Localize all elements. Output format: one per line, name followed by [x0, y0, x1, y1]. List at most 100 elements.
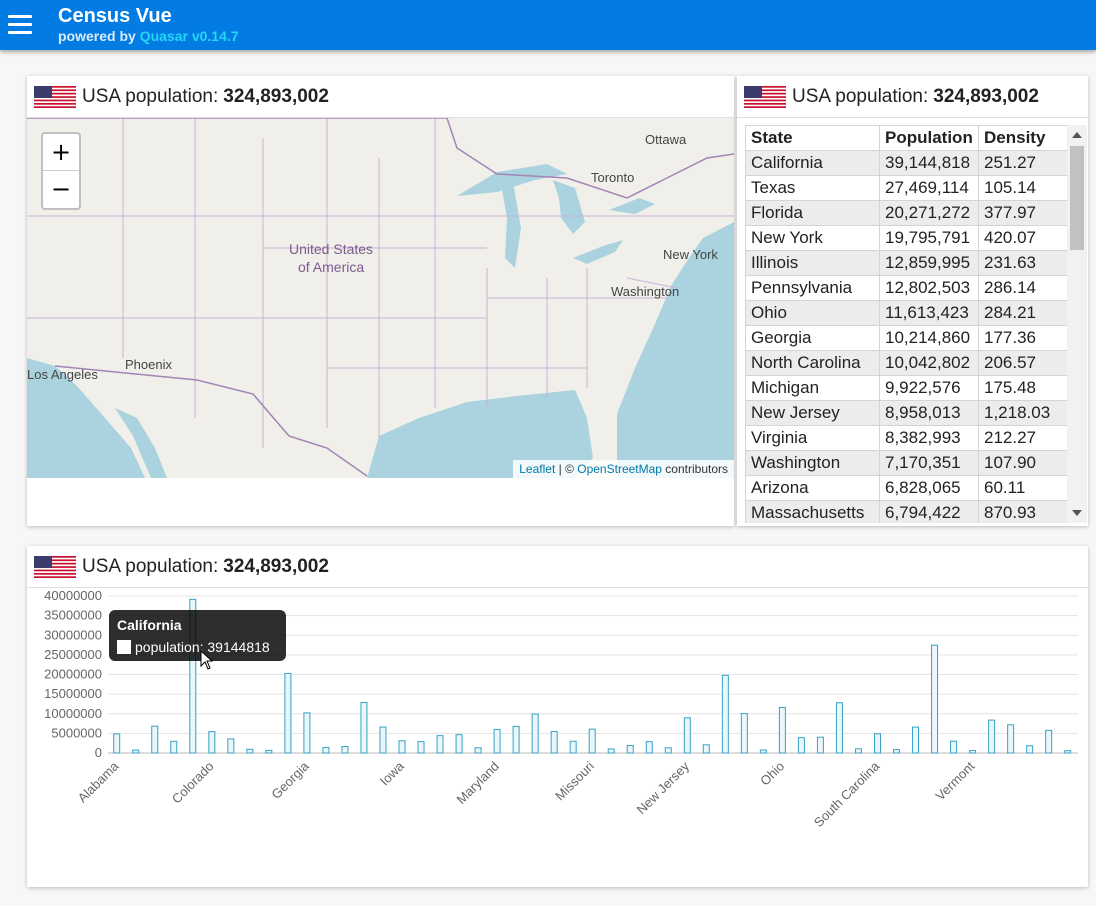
bar[interactable]	[816, 736, 824, 754]
bar[interactable]	[950, 740, 958, 754]
cell-state: Florida	[745, 200, 880, 226]
table-row[interactable]: Pennsylvania 12,802,503 286.14	[745, 275, 1071, 301]
y-tick-label: 30000000	[44, 627, 102, 642]
bar[interactable]	[797, 737, 805, 754]
bar[interactable]	[1026, 745, 1034, 754]
table-row[interactable]: New Jersey 8,958,013 1,218.03	[745, 400, 1071, 426]
y-tick-label: 10000000	[44, 706, 102, 721]
bar[interactable]	[284, 672, 292, 754]
table-scrollbar[interactable]	[1067, 125, 1087, 523]
table-row[interactable]: Texas 27,469,114 105.14	[745, 175, 1071, 201]
scroll-down-arrow-icon[interactable]	[1072, 510, 1082, 516]
table-row[interactable]: Washington 7,170,351 107.90	[745, 450, 1071, 476]
bar[interactable]	[1007, 724, 1015, 754]
x-tick-label: Colorado	[169, 759, 217, 807]
table-row[interactable]: Georgia 10,214,860 177.36	[745, 325, 1071, 351]
table-row[interactable]: Virginia 8,382,993 212.27	[745, 425, 1071, 451]
bar[interactable]	[1045, 729, 1053, 754]
bar[interactable]	[132, 749, 140, 754]
bar[interactable]	[322, 746, 330, 754]
table-row[interactable]: Massachusetts 6,794,422 870.93	[745, 500, 1071, 523]
bar[interactable]	[588, 728, 596, 754]
bar[interactable]	[531, 713, 539, 754]
bar[interactable]	[607, 748, 615, 754]
cell-state: North Carolina	[745, 350, 880, 376]
bar[interactable]	[265, 749, 273, 754]
cell-density: 60.11	[978, 475, 1071, 501]
table-row[interactable]: Ohio 11,613,423 284.21	[745, 300, 1071, 326]
cell-state: Georgia	[745, 325, 880, 351]
bar[interactable]	[474, 747, 482, 754]
table-row[interactable]: Florida 20,271,272 377.97	[745, 200, 1071, 226]
us-flag-icon	[34, 555, 76, 578]
bar[interactable]	[931, 644, 939, 754]
bar[interactable]	[246, 748, 254, 754]
app-toolbar: Census Vue powered by Quasar v0.14.7	[0, 0, 1096, 50]
bar[interactable]	[493, 728, 501, 754]
column-header-state[interactable]: State	[745, 125, 880, 151]
bar[interactable]	[569, 740, 577, 754]
bar[interactable]	[208, 731, 216, 754]
bar[interactable]	[912, 726, 920, 754]
bar[interactable]	[835, 702, 843, 754]
bar[interactable]	[626, 745, 634, 754]
map-view[interactable]: Ottawa Toronto United States of America …	[27, 118, 734, 478]
bar[interactable]	[512, 725, 520, 754]
bar[interactable]	[873, 733, 881, 754]
state-table-scroll[interactable]: State Population Density California 39,14…	[745, 125, 1081, 523]
bar[interactable]	[550, 730, 558, 754]
y-tick-label: 0	[95, 745, 102, 760]
zoom-out-button[interactable]: −	[50, 175, 72, 203]
scrollbar-thumb[interactable]	[1070, 146, 1084, 250]
cell-density: 107.90	[978, 450, 1071, 476]
scroll-up-arrow-icon[interactable]	[1072, 132, 1082, 138]
map-label-ottawa: Ottawa	[645, 132, 687, 147]
bar[interactable]	[854, 748, 862, 754]
table-row[interactable]: North Carolina 10,042,802 206.57	[745, 350, 1071, 376]
table-row[interactable]: New York 19,795,791 420.07	[745, 225, 1071, 251]
osm-link[interactable]: OpenStreetMap	[577, 462, 662, 476]
table-row[interactable]: Michigan 9,922,576 175.48	[745, 375, 1071, 401]
bar[interactable]	[683, 717, 691, 754]
bar[interactable]	[778, 706, 786, 754]
bar[interactable]	[189, 598, 197, 754]
bar[interactable]	[988, 719, 996, 754]
cell-density: 1,218.03	[978, 400, 1071, 426]
bar[interactable]	[740, 713, 748, 754]
table-row[interactable]: Illinois 12,859,995 231.63	[745, 250, 1071, 276]
quasar-version-link[interactable]: Quasar v0.14.7	[139, 28, 239, 44]
x-tick-label: Iowa	[377, 758, 408, 789]
leaflet-link[interactable]: Leaflet	[519, 462, 556, 476]
population-bar-chart[interactable]: 0 5000000 10000000 15000000 20000000 25000000…	[27, 588, 1088, 887]
menu-icon[interactable]	[8, 15, 32, 35]
bar[interactable]	[664, 747, 672, 754]
bar[interactable]	[455, 734, 463, 754]
column-header-population[interactable]: Population	[879, 125, 979, 151]
bar[interactable]	[702, 744, 710, 754]
bar[interactable]	[360, 702, 368, 754]
bar[interactable]	[303, 712, 311, 754]
cell-population: 12,802,503	[879, 275, 979, 301]
bar[interactable]	[170, 740, 178, 754]
table-row[interactable]: Arizona 6,828,065 60.11	[745, 475, 1071, 501]
column-header-density[interactable]: Density	[978, 125, 1071, 151]
bar[interactable]	[113, 733, 121, 754]
cell-state: Texas	[745, 175, 880, 201]
bar[interactable]	[721, 674, 729, 754]
bar[interactable]	[645, 741, 653, 754]
bar[interactable]	[341, 746, 349, 754]
bar[interactable]	[969, 750, 977, 754]
cell-state: Illinois	[745, 250, 880, 276]
bar[interactable]	[1064, 750, 1072, 754]
zoom-in-button[interactable]: +	[43, 134, 79, 171]
cell-density: 231.63	[978, 250, 1071, 276]
bar[interactable]	[398, 740, 406, 754]
bar[interactable]	[417, 741, 425, 754]
bar[interactable]	[436, 735, 444, 754]
bar[interactable]	[151, 725, 159, 754]
bar[interactable]	[759, 749, 767, 754]
bar[interactable]	[379, 726, 387, 754]
bar[interactable]	[893, 749, 901, 754]
table-row[interactable]: California 39,144,818 251.27	[745, 150, 1071, 176]
bar[interactable]	[227, 738, 235, 754]
